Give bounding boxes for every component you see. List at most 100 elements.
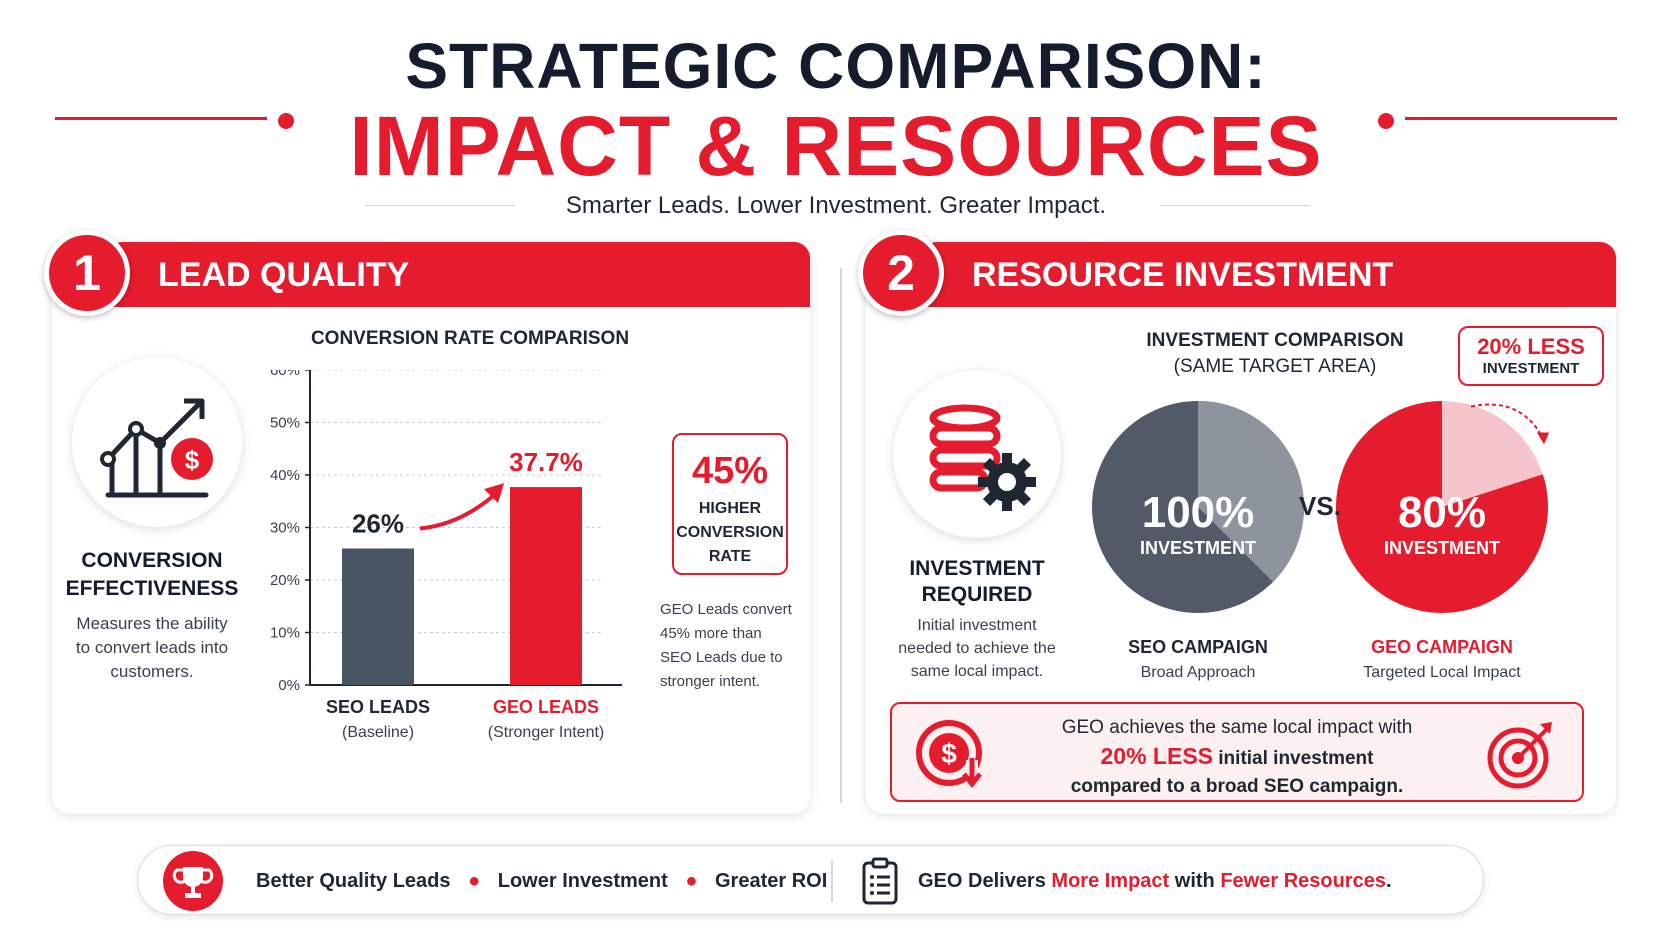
pie-value-label: 100%: [1142, 488, 1255, 537]
vs-label: VS.: [1299, 491, 1341, 521]
header-rule-left: [55, 117, 267, 120]
target-icon: [1487, 722, 1552, 789]
page-subtitle: Smarter Leads. Lower Investment. Greater…: [565, 192, 1107, 219]
pie-center-label: INVESTMENT: [1384, 538, 1500, 558]
section-number-1: 1: [44, 230, 130, 316]
investment-required-title: INVESTMENT REQUIRED: [877, 556, 1077, 608]
header-rule-right: [1405, 117, 1617, 120]
x-category-label: SEO LEADS: [326, 697, 430, 717]
higher-conversion-badge: 45% HIGHER CONVERSION RATE: [672, 433, 788, 575]
summary-line: compared to a broad SEO campaign.: [1070, 776, 1404, 797]
benefit-item: Greater ROI: [715, 870, 828, 892]
metric-desc-line: same local impact.: [910, 663, 1044, 680]
database-gear-icon: [929, 404, 1036, 511]
y-tick-label: 30%: [270, 520, 300, 537]
lead-quality-header: [107, 242, 810, 307]
dollar-down-icon: $: [916, 720, 982, 789]
subtitle-rule-right: [1160, 205, 1310, 206]
svg-text:$: $: [185, 445, 200, 475]
subtitle-rule-left: [365, 205, 515, 206]
clipboard-icon: [862, 857, 898, 905]
note-line: 45% more than: [660, 625, 762, 642]
conversion-effectiveness-title: CONVERSION EFFECTIVENESS: [52, 547, 252, 603]
metric-desc-line: customers.: [110, 662, 194, 681]
growth-icon-badge: $: [72, 357, 242, 527]
y-tick-label: 60%: [270, 370, 300, 379]
trophy-badge: [163, 851, 223, 911]
metric-desc-line: Measures the ability: [76, 614, 228, 633]
conversion-effectiveness-desc: Measures the ability to convert leads in…: [52, 612, 252, 684]
pie-slice: [1336, 401, 1548, 613]
metric-desc-line: to convert leads into: [75, 638, 229, 657]
y-tick-label: 0%: [278, 677, 300, 694]
y-tick-label: 40%: [270, 467, 300, 484]
benefit-item: Lower Investment: [497, 870, 668, 892]
badge-line: RATE: [708, 548, 752, 565]
growth-arrowhead: [484, 483, 504, 504]
callout-label: INVESTMENT: [1482, 360, 1580, 377]
note-line: SEO Leads due to: [660, 649, 783, 666]
pie-series-name: SEO CAMPAIGN: [1128, 637, 1268, 657]
badge-value: 45%: [691, 450, 769, 492]
y-tick-label: 20%: [270, 572, 300, 589]
metric-title-line: REQUIRED: [921, 583, 1033, 606]
investment-required-desc: Initial investment needed to achieve the…: [877, 614, 1077, 683]
callout-arrowhead: [1537, 432, 1550, 445]
chart-growth-dollar-icon: $: [100, 398, 213, 498]
pie-chart-title: INVESTMENT COMPARISON (SAME TARGET AREA): [1115, 328, 1435, 380]
summary-line: 20% LESS initial investment: [1002, 742, 1472, 773]
resource-investment-header: [921, 242, 1616, 307]
y-tick-label: 10%: [270, 625, 300, 642]
conversion-bar-chart: 60% 50% 40% 30% 20% 10% 0% 26% SEO LEADS (Baselin…: [270, 370, 622, 741]
tagline-text: GEO Delivers: [918, 870, 1052, 892]
growth-arrow: [419, 493, 496, 531]
section-title-lead-quality: LEAD QUALITY: [158, 256, 410, 294]
bar-value-label: 37.7%: [509, 447, 583, 477]
metric-title-line: EFFECTIVENESS: [65, 577, 239, 600]
pie-value-label: 80%: [1398, 488, 1486, 537]
pie-center-label: INVESTMENT: [1140, 538, 1256, 558]
benefit-item: Better Quality Leads: [256, 870, 451, 892]
summary-line: GEO achieves the same local impact with: [1061, 717, 1413, 738]
header-dot-left: [278, 113, 294, 129]
investment-summary-box: $ GEO achieves the same local impact wit…: [890, 702, 1584, 802]
tagline-text: .: [1385, 870, 1392, 892]
bar-chart-title: CONVERSION RATE COMPARISON: [310, 328, 630, 349]
x-category-sublabel: (Baseline): [342, 724, 414, 741]
pie-series-name: GEO CAMPAIGN: [1371, 637, 1513, 657]
summary-line-rest: initial investment: [1218, 748, 1374, 769]
pie-title-line: INVESTMENT COMPARISON: [1146, 330, 1404, 351]
note-line: stronger intent.: [660, 673, 761, 690]
bullet-dot-icon: ●: [685, 870, 698, 892]
badge-line: HIGHER: [698, 500, 762, 517]
pie-series-sublabel: Targeted Local Impact: [1363, 664, 1521, 681]
bottom-bar-divider: [831, 860, 833, 902]
y-tick-label: 50%: [270, 415, 300, 432]
bullet-dot-icon: ●: [468, 870, 481, 892]
page-title: STRATEGIC COMPARISON:: [405, 30, 1267, 102]
badge-text: HIGHER CONVERSION RATE: [674, 497, 786, 569]
metric-title-line: CONVERSION: [81, 549, 223, 572]
pie-series-sublabel: Broad Approach: [1141, 664, 1256, 681]
metric-desc-line: needed to achieve the: [898, 640, 1056, 657]
header-dot-right: [1378, 113, 1394, 129]
bottom-tagline: GEO Delivers More Impact with Fewer Reso…: [918, 866, 1392, 896]
bar: [510, 487, 582, 685]
tagline-text: with: [1169, 870, 1221, 892]
summary-text: GEO achieves the same local impact with …: [1002, 714, 1472, 801]
less-investment-callout: 20% LESS INVESTMENT: [1458, 326, 1604, 386]
metric-desc-line: Initial investment: [917, 617, 1037, 634]
badge-line: CONVERSION: [676, 524, 784, 541]
tagline-highlight: Fewer Resources: [1220, 870, 1386, 892]
tagline-highlight: More Impact: [1051, 870, 1170, 892]
pie-title-line: (SAME TARGET AREA): [1173, 356, 1377, 377]
conversion-note: GEO Leads convert 45% more than SEO Lead…: [660, 598, 800, 694]
section-title-resource-investment: RESOURCE INVESTMENT: [972, 256, 1394, 294]
callout-value: 20% LESS: [1477, 334, 1585, 359]
x-category-label: GEO LEADS: [493, 697, 599, 717]
svg-text:$: $: [941, 738, 957, 769]
metric-title-line: INVESTMENT: [909, 557, 1045, 580]
pie-slice-highlight: [1198, 401, 1304, 582]
summary-highlight: 20% LESS: [1100, 743, 1214, 769]
note-line: GEO Leads convert: [660, 601, 792, 618]
